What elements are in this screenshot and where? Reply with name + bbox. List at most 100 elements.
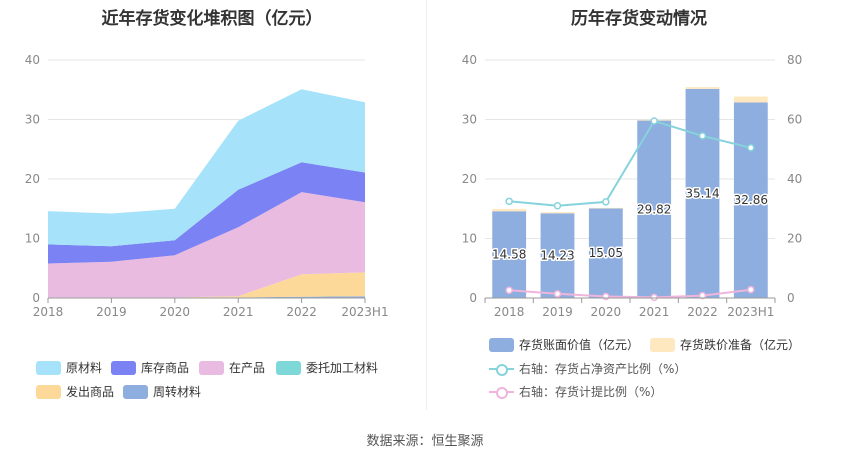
right-y-tick-label: 10 [462,232,477,246]
legend-label-impairment: 存货跌价准备（亿元） [680,338,801,352]
data-source: 数据来源：恒生聚源 [366,434,484,449]
legend-label-book-value: 存货账面价值（亿元） [519,338,640,352]
area-wip [48,192,365,298]
point-ratio_provision [747,285,755,294]
point-ratio_assets [602,198,610,206]
right-y2-tick-label: 40 [787,172,802,186]
right-x-tick-label: 2022 [687,305,718,319]
legend-item-wip[interactable]: 在产品 [199,359,265,376]
point-ratio_assets [650,117,658,125]
line-ratio_assets [509,119,752,207]
right-chart-title: 历年存货变动情况 [571,9,707,29]
area-finished_goods [48,162,365,264]
left-stacked-areas [48,89,365,298]
point-ratio_provision [698,291,707,300]
right-y-tick-label: 40 [462,53,477,67]
right-lines [505,117,755,302]
legend-item-raw-materials[interactable]: 原材料 [36,359,102,376]
bar-value-label: 15.05 [589,246,623,260]
right-x-tick-label: 2020 [591,305,622,319]
bar-value-label: 32.86 [734,193,768,207]
legend-item-outsourced[interactable]: 委托加工材料 [276,359,378,376]
right-y-tick-label: 20 [462,172,477,186]
legend-swatch-raw-materials [36,360,61,375]
panel-divider [426,0,427,410]
bar-impairment [492,208,527,212]
left-y-tick-label: 10 [25,232,40,246]
left-x-tick-label: 2021 [223,305,254,319]
left-y-tick-label: 0 [32,291,40,305]
legend-swatch-finished-goods [111,360,136,375]
left-y-tick-label: 40 [25,53,40,67]
left-y-tick-label: 20 [25,172,40,186]
point-ratio_assets [698,132,707,140]
point-ratio_provision [553,290,562,298]
left-x-tick-label: 2019 [96,305,127,319]
legend-swatch-goods-shipped [36,384,61,399]
bar-impairment [685,87,720,89]
bar-book-value [492,211,527,298]
point-ratio_assets [505,197,513,206]
legend-item-impairment[interactable]: 存货跌价准备（亿元） [650,336,800,353]
legend-item-ratio-assets[interactable]: 右轴：存货占净资产比例（%） [489,360,686,377]
left-axes: 0 10 20 30 40 2018 2019 2020 2021 2022 2023H1 [25,53,389,319]
left-x-tick-label: 2018 [33,305,64,319]
bar-book-value [540,213,575,298]
line-ratio_provision [509,288,751,299]
legend-label-wip: 在产品 [229,361,266,375]
legend-item-ratio-provision[interactable]: 右轴：存货计提比例（%） [489,383,662,400]
right-x-tick-label: 2021 [639,305,670,319]
legend-item-book-value[interactable]: 存货账面价值（亿元） [489,336,639,353]
legend-label-outsourced: 委托加工材料 [306,361,379,375]
right-gridlines [485,59,775,299]
bar-value-label: 14.58 [492,248,526,262]
area-raw_materials [48,89,365,247]
bar-impairment [540,212,575,214]
area-goods_shipped [48,272,365,298]
bar-book-value [637,120,672,298]
bar-value-label: 35.14 [685,186,719,200]
right-y2-tick-label: 60 [787,113,802,127]
legend-label-raw-materials: 原材料 [66,361,103,375]
right-bars: 14.58 14.23 15.05 29.82 35.14 32.86 [490,87,770,299]
left-x-tick-label: 2020 [160,305,191,319]
legend-swatch-wip [199,360,224,375]
point-ratio_assets [747,144,755,152]
right-x-tick-label: 2019 [542,305,573,319]
legend-swatch-ratio-provision [489,385,514,399]
right-axes: 0 10 20 30 40 0 20 40 60 80 2018 2019 2020 2021 2022 20… [462,53,803,319]
right-x-tick-label: 2023H1 [727,305,774,319]
legend-swatch-turnover [123,384,148,399]
legend-item-goods-shipped[interactable]: 发出商品 [36,383,114,400]
legend-item-finished-goods[interactable]: 库存商品 [111,359,189,376]
bar-value-label: 29.82 [637,202,671,216]
legend-item-turnover[interactable]: 周转材料 [123,383,201,400]
legend-label-turnover: 周转材料 [153,385,202,399]
right-y2-tick-label: 80 [787,53,802,67]
legend-label-ratio-provision: 右轴：存货计提比例（%） [519,385,663,399]
bar-book-value [733,102,768,298]
right-y2-tick-label: 20 [787,232,802,246]
bar-value-label: 14.23 [540,249,574,263]
point-ratio_provision [602,292,610,301]
left-x-tick-label: 2023H1 [341,305,388,319]
bar-book-value [588,208,623,298]
left-x-tick-label: 2022 [286,305,317,319]
left-y-tick-label: 30 [25,113,40,127]
bar-book-value [685,88,720,299]
bar-impairment [588,207,623,209]
legend-swatch-book-value [489,337,514,352]
legend-label-ratio-assets: 右轴：存货占净资产比例（%） [519,362,687,376]
legend-swatch-ratio-assets [489,362,514,376]
legend-label-goods-shipped: 发出商品 [66,385,115,399]
point-ratio_assets [553,202,562,210]
legend-label-finished-goods: 库存商品 [141,361,190,375]
legend-swatch-impairment [650,337,675,352]
right-y-tick-label: 30 [462,113,477,127]
right-y-tick-label: 0 [469,291,477,305]
right-y2-tick-label: 0 [787,291,795,305]
right-x-tick-label: 2018 [494,305,525,319]
left-chart-title: 近年存货变化堆积图（亿元） [101,9,323,29]
legend-swatch-outsourced [276,360,301,375]
